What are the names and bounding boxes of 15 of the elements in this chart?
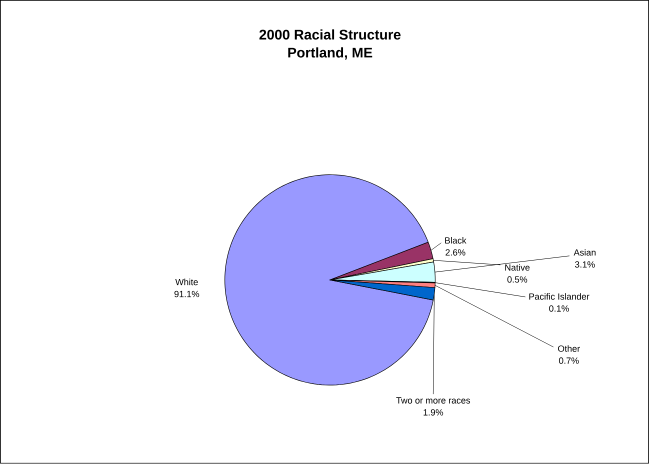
data-label: 91.1% xyxy=(174,291,200,298)
slice-label: White xyxy=(175,278,198,286)
data-label: 1.9% xyxy=(424,409,444,416)
slice-label: Native xyxy=(505,264,530,271)
data-label: 2.6% xyxy=(446,249,466,256)
slice-label: Pacific Islander xyxy=(529,293,590,300)
data-label: 3.1% xyxy=(575,261,595,268)
data-label: 0.5% xyxy=(507,276,528,283)
slice-label: Two or more races xyxy=(396,397,470,404)
slice-label: Black xyxy=(445,237,466,244)
data-label: 0.1% xyxy=(549,306,569,312)
slice-label: Other xyxy=(558,345,580,352)
slice-label: Asian xyxy=(574,249,596,256)
data-label: 0.7% xyxy=(558,358,579,364)
chart-title: 2000 Racial Structure Portland, ME xyxy=(259,30,401,60)
